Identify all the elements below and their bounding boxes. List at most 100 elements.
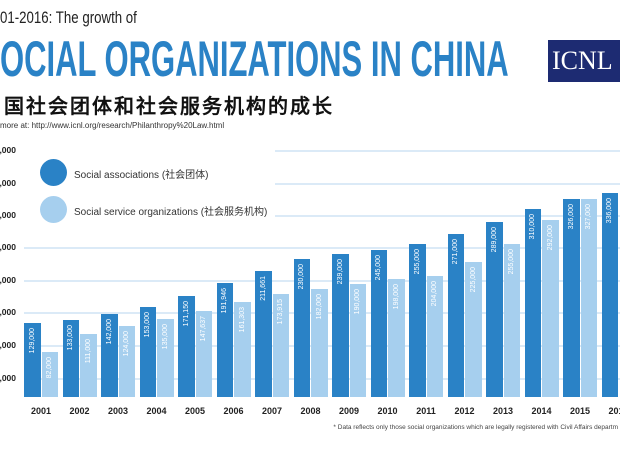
bar-value-label: 255,000 [508, 248, 515, 274]
bar-value-label: 245,000 [375, 254, 382, 281]
bar-value-label: 190,000 [354, 289, 361, 315]
gridline [24, 247, 620, 249]
icnl-logo: ICNL [548, 40, 620, 82]
bar-social-associations [139, 307, 156, 397]
gridline [275, 183, 620, 185]
x-tick-label: 2008 [300, 406, 321, 416]
bar-value-label: 171,150 [182, 301, 190, 327]
bar-service-organizations [195, 310, 212, 397]
bar-value-label: 129,000 [28, 327, 36, 353]
x-tick-label: 2012 [454, 406, 475, 416]
chinese-title: 国社会团体和社会服务机构的成长 [4, 94, 334, 118]
bar-value-label: 142,000 [105, 319, 113, 345]
bar-value-label: 336,000 [606, 197, 613, 224]
legend-associations-swatch [40, 159, 67, 186]
bar-value-label: 182,000 [315, 294, 323, 320]
bar-value-label: 198,000 [392, 284, 400, 310]
x-tick-label: 2001 [30, 406, 52, 416]
bar-value-label: 292,000 [546, 225, 554, 251]
bar-service-organizations [465, 262, 482, 397]
bar-social-associations [216, 283, 233, 397]
x-tick-label: 2002 [69, 406, 90, 416]
bar-value-label: 161,303 [238, 307, 246, 333]
source-link[interactable]: more at: http://www.icnl.org/research/Ph… [0, 121, 225, 130]
bar-social-associations [24, 322, 41, 397]
legend-service-swatch [40, 196, 67, 223]
y-tick-label: 50,000 [0, 373, 16, 383]
x-tick-label: 2014 [531, 406, 552, 416]
bar-social-associations [62, 320, 79, 397]
bar-value-label: 327,000 [585, 203, 592, 229]
bar-social-associations [332, 253, 349, 397]
x-tick-label: 2006 [223, 406, 244, 416]
bar-value-label: 326,000 [567, 204, 575, 230]
bar-value-label: 271,000 [452, 238, 459, 264]
bar-service-organizations [426, 275, 443, 397]
bar-service-organizations [157, 318, 174, 397]
subtitle: 01-2016: The growth of [0, 8, 137, 27]
bar-social-associations [178, 296, 195, 397]
bar-value-label: 225,000 [469, 267, 477, 293]
bar-service-organizations [503, 243, 520, 397]
bar-social-associations [601, 192, 618, 397]
bar-social-associations [524, 209, 541, 397]
bar-value-label: 204,000 [431, 280, 438, 306]
gridline [275, 150, 620, 152]
x-tick-label: 2003 [107, 406, 129, 416]
bar-value-label: 147,637 [200, 315, 207, 342]
x-tick-label: 2015 [569, 406, 591, 416]
x-tick-label: 2007 [261, 406, 283, 416]
bar-value-label: 239,000 [336, 258, 344, 284]
bar-service-organizations [349, 284, 366, 397]
bar-social-associations [447, 233, 464, 397]
bar-service-organizations [311, 289, 328, 397]
bar-value-label: 289,000 [490, 227, 498, 253]
x-tick-label: 2016 [608, 406, 620, 416]
footnote: * Data reflects only those social organi… [333, 424, 618, 431]
x-tick-label: 2005 [184, 406, 206, 416]
bar-value-label: 211,661 [259, 275, 267, 301]
x-tick-label: 2010 [377, 406, 398, 416]
page-title: OCIAL ORGANIZATIONS IN CHINA [0, 31, 509, 87]
y-tick-label: 250,000 [0, 242, 16, 252]
bar-value-label: 191,946 [221, 288, 228, 314]
bar-social-associations [370, 249, 387, 397]
bar-service-organizations [272, 294, 289, 397]
bar-value-label: 133,000 [67, 325, 74, 351]
bar-value-label: 82,000 [46, 356, 53, 379]
bar-value-label: 173,915 [277, 299, 284, 325]
bar-value-label: 124,000 [123, 330, 130, 356]
bar-service-organizations [580, 198, 597, 397]
bar-service-organizations [41, 351, 58, 397]
y-tick-label: 100,000 [0, 340, 16, 350]
bar-value-label: 310,000 [529, 214, 536, 240]
bar-service-organizations [542, 220, 559, 397]
bar-social-associations [101, 314, 118, 397]
bar-service-organizations [118, 325, 135, 397]
bar-social-associations [255, 270, 272, 397]
bar-service-organizations [234, 302, 251, 397]
y-tick-label: 200,000 [0, 275, 16, 285]
gridline [275, 215, 620, 217]
bar-value-label: 255,000 [413, 248, 421, 274]
bar-social-associations [409, 243, 426, 397]
bar-service-organizations [80, 333, 97, 397]
x-tick-label: 2009 [338, 406, 360, 416]
gridline [24, 280, 620, 282]
bar-social-associations [293, 259, 310, 397]
bar-value-label: 230,000 [298, 264, 305, 290]
x-tick-label: 2004 [146, 406, 167, 416]
legend-associations-label: Social associations (社会团体) [74, 170, 209, 181]
x-tick-label: 2013 [492, 406, 514, 416]
y-tick-label: 400,000 [0, 145, 16, 155]
x-tick-label: 2011 [416, 406, 436, 416]
bar-value-label: 153,000 [144, 312, 151, 338]
bar-social-associations [486, 222, 503, 397]
bar-value-label: 135,000 [161, 323, 169, 350]
y-tick-label: 150,000 [0, 307, 16, 317]
bar-service-organizations [388, 279, 405, 397]
y-tick-label: 350,000 [0, 178, 16, 188]
legend-service-label: Social service organizations (社会服务机构) [74, 207, 268, 218]
y-tick-label: 300,000 [0, 210, 16, 220]
bar-social-associations [563, 199, 580, 397]
